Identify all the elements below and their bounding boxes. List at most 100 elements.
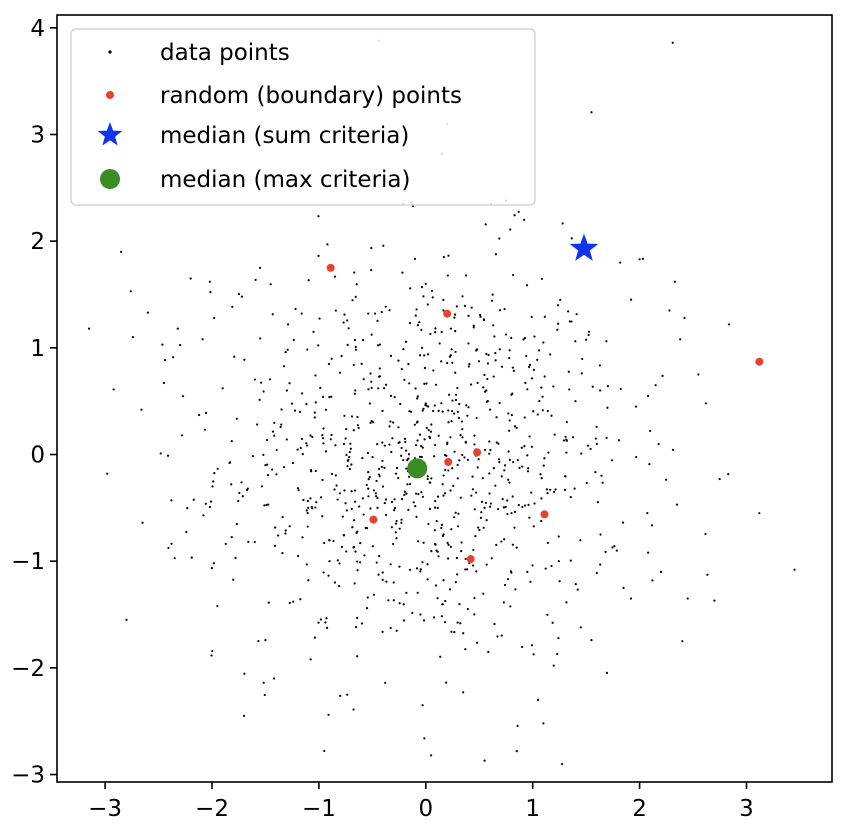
data-point — [453, 516, 456, 519]
y-tick-label: 1 — [30, 336, 45, 362]
data-point — [360, 362, 363, 365]
data-point — [530, 644, 533, 647]
data-point — [395, 537, 398, 540]
data-point — [541, 395, 544, 398]
data-point — [299, 446, 302, 450]
data-point — [202, 514, 205, 517]
data-point — [402, 458, 405, 462]
data-point — [579, 626, 582, 629]
data-point — [345, 509, 348, 512]
data-point — [354, 295, 357, 298]
data-point — [378, 375, 381, 378]
y-tick-label: −3 — [11, 763, 45, 789]
data-point — [406, 483, 409, 486]
x-tick-label: −1 — [302, 796, 336, 822]
data-point — [369, 372, 372, 375]
data-point — [454, 398, 458, 402]
data-point — [263, 693, 266, 697]
data-point — [433, 542, 437, 546]
data-point — [288, 382, 291, 385]
data-point — [258, 398, 261, 401]
data-point — [368, 475, 371, 479]
data-point — [351, 299, 354, 302]
data-point — [317, 344, 320, 347]
data-point — [550, 414, 553, 417]
data-point — [296, 554, 300, 558]
data-point — [381, 441, 384, 444]
data-point — [285, 438, 288, 441]
data-point — [354, 626, 358, 629]
data-point — [365, 607, 369, 610]
data-point — [342, 534, 345, 537]
data-point — [422, 541, 425, 544]
data-point — [422, 295, 425, 298]
data-point — [536, 413, 539, 416]
boundary-point — [369, 515, 378, 524]
data-point — [275, 448, 278, 452]
data-point — [526, 388, 529, 391]
data-point — [489, 448, 492, 452]
data-point — [246, 487, 249, 490]
data-point — [490, 557, 493, 560]
y-tick-label: 4 — [30, 16, 45, 42]
data-point — [476, 466, 479, 469]
data-point — [492, 467, 495, 470]
data-point — [513, 214, 516, 217]
data-point — [292, 338, 295, 341]
data-point — [507, 450, 510, 453]
data-point — [648, 463, 651, 466]
data-point — [358, 561, 362, 564]
data-point — [283, 465, 286, 469]
data-point — [475, 641, 479, 644]
data-point — [621, 521, 625, 524]
data-point — [466, 568, 469, 571]
data-point — [429, 481, 432, 484]
data-point — [390, 450, 393, 453]
data-point — [314, 401, 317, 404]
data-point — [336, 559, 339, 562]
data-point — [542, 341, 545, 344]
data-point — [418, 354, 422, 357]
data-point — [297, 489, 300, 492]
data-point — [328, 539, 331, 542]
data-point — [477, 458, 480, 461]
data-point — [573, 487, 576, 490]
data-point — [444, 599, 447, 603]
data-point — [590, 111, 593, 114]
data-point — [354, 345, 357, 348]
data-point — [657, 443, 660, 446]
data-point — [471, 475, 474, 478]
data-point — [606, 385, 609, 388]
data-point — [405, 449, 408, 452]
data-point — [493, 335, 496, 338]
data-point — [511, 273, 515, 277]
data-point — [336, 498, 339, 501]
data-point — [208, 505, 211, 509]
data-point — [521, 465, 524, 468]
data-point — [265, 503, 268, 507]
data-point — [485, 519, 488, 522]
data-point — [568, 320, 571, 323]
data-point — [383, 466, 386, 469]
data-point — [362, 339, 365, 342]
data-point — [400, 368, 403, 371]
data-point — [495, 416, 498, 419]
data-point — [405, 467, 408, 470]
data-point — [467, 365, 470, 368]
data-point — [527, 467, 530, 470]
data-point — [343, 489, 346, 492]
data-point — [356, 569, 359, 572]
data-point — [370, 333, 373, 336]
data-point — [369, 421, 372, 424]
data-point — [488, 440, 491, 443]
data-point — [210, 654, 213, 657]
data-point — [253, 540, 256, 544]
data-point — [432, 369, 435, 372]
data-point — [269, 283, 272, 286]
data-point — [595, 425, 598, 428]
data-point — [330, 395, 333, 398]
data-point — [532, 525, 535, 528]
data-point — [507, 478, 510, 481]
data-point — [585, 338, 588, 341]
data-point — [513, 510, 517, 513]
